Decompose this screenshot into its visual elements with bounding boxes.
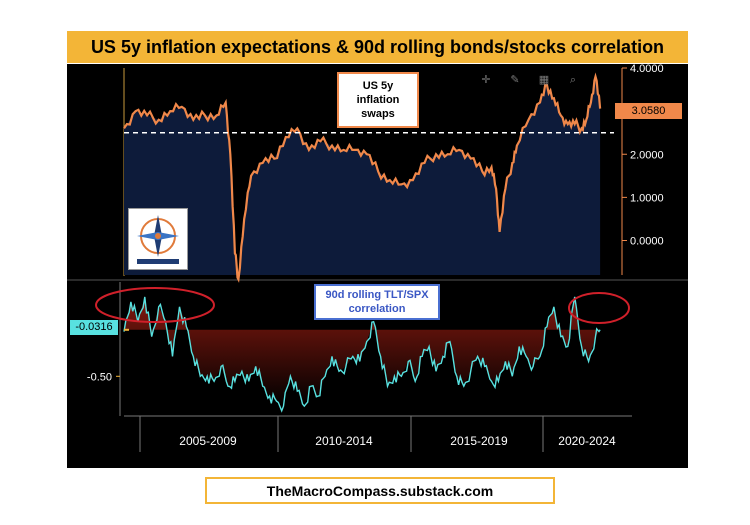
inflation-swaps-annotation: US 5y inflation swaps xyxy=(337,72,419,128)
right-axis-label: 0.0000 xyxy=(630,236,664,248)
pen-icon[interactable]: ✎ xyxy=(510,74,520,86)
grid-icon[interactable]: ▦ xyxy=(538,74,550,86)
compass-logo-icon xyxy=(137,215,179,264)
left-axis-label: -0.50 xyxy=(87,371,112,383)
right-axis-label: 1.0000 xyxy=(630,192,664,204)
x-axis-label: 2010-2014 xyxy=(315,434,373,448)
crosshair-icon[interactable]: ✛ xyxy=(481,74,491,86)
x-axis-label: 2005-2009 xyxy=(179,434,237,448)
x-axis-label: 2020-2024 xyxy=(558,434,616,448)
highlight-circle-2023 xyxy=(568,292,630,324)
highlight-circle-2005 xyxy=(95,287,215,323)
zoom-icon[interactable]: ⌕ xyxy=(569,74,577,86)
right-axis-label: 2.0000 xyxy=(630,149,664,161)
correlation-line xyxy=(123,296,601,413)
inflation-last-value: 3.0580 xyxy=(615,103,682,119)
right-axis-label: 4.0000 xyxy=(630,64,664,75)
chart-title: US 5y inflation expectations & 90d rolli… xyxy=(67,31,688,63)
inflation-line xyxy=(123,72,602,283)
inflation-area-fill xyxy=(124,76,601,280)
correlation-last-value: -0.0316 xyxy=(70,320,118,335)
correlation-annotation: 90d rolling TLT/SPX correlation xyxy=(314,284,440,320)
chart-panel: 0.00001.00002.00003.00004.0000-0.502005-… xyxy=(67,64,688,468)
footer-source[interactable]: TheMacroCompass.substack.com xyxy=(205,477,555,504)
x-axis-label: 2015-2019 xyxy=(450,434,508,448)
macro-compass-logo xyxy=(128,208,188,270)
